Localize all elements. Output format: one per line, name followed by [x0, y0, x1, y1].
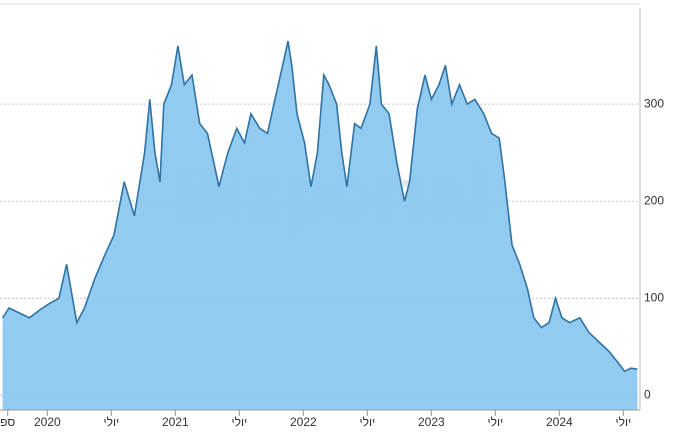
y-tick-label: 200	[644, 193, 664, 207]
price-line	[1, 40, 638, 373]
y-tick-label: 100	[644, 291, 664, 305]
x-tick-label: יולי	[232, 415, 248, 429]
x-tick-label: 2022	[290, 415, 317, 429]
x-tick-label: 2024	[546, 415, 573, 429]
x-tick-label: יולי	[616, 415, 632, 429]
x-tick-label: יולי	[488, 415, 504, 429]
y-tick-label: 300	[644, 96, 664, 110]
x-tick-label: 2021	[162, 415, 189, 429]
y-tick-label: 0	[644, 388, 651, 402]
x-tick-label: יולי	[104, 415, 120, 429]
x-tick-label: יולי	[360, 415, 376, 429]
area-fill	[2, 41, 638, 410]
x-tick-label: ספ	[0, 415, 15, 429]
x-tick-label: 2023	[418, 415, 445, 429]
x-tick-label: 2020	[34, 415, 61, 429]
